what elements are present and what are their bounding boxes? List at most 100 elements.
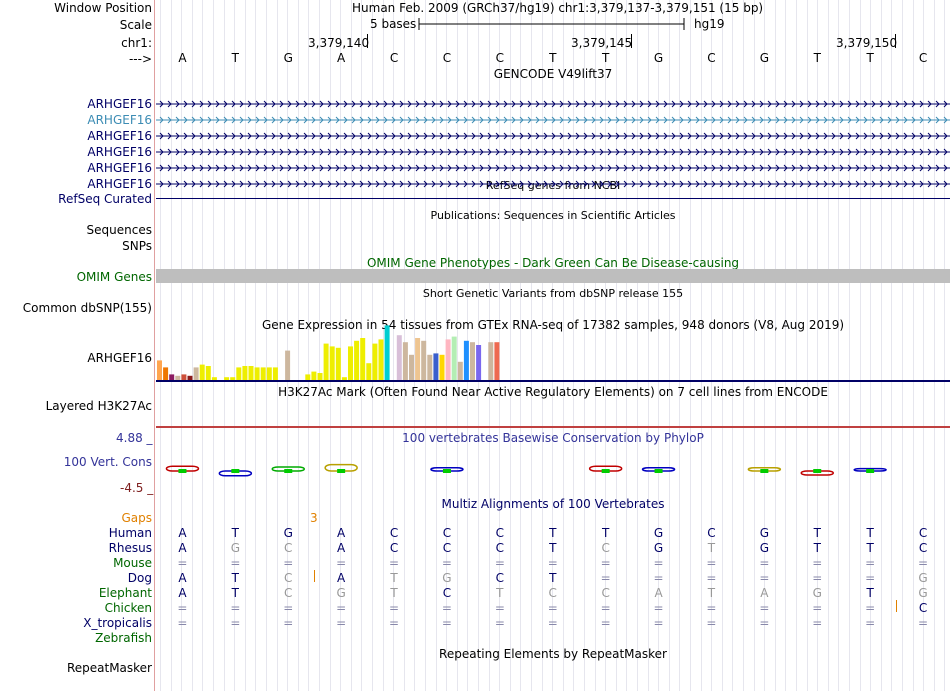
phylop-label[interactable]: 100 Vert. Cons (63, 455, 152, 469)
gencode-transcript-line[interactable] (156, 145, 950, 159)
alignment-base: = (706, 556, 717, 570)
phylop-logo-track[interactable] (156, 446, 950, 496)
strand-arrow-icon (623, 148, 628, 156)
strand-arrow-icon (199, 132, 204, 140)
strand-arrow-icon (295, 164, 300, 172)
species-label[interactable]: Zebrafish (95, 631, 152, 645)
strand-arrow-icon (223, 148, 228, 156)
alignment-base: A (178, 571, 187, 585)
alignment-base: C (442, 526, 452, 540)
strand-arrow-icon (935, 132, 940, 140)
grid-line (542, 0, 543, 691)
species-label[interactable]: Chicken (104, 601, 152, 615)
gencode-transcript-label[interactable]: ARHGEF16 (87, 145, 152, 159)
omim-title[interactable]: OMIM Gene Phenotypes - Dark Green Can Be… (366, 256, 740, 270)
repeatmasker-title[interactable]: Repeating Elements by RepeatMasker (439, 647, 667, 661)
strand-arrow-icon (183, 148, 188, 156)
strand-arrow-icon (615, 132, 620, 140)
strand-arrow-icon (247, 100, 252, 108)
alignment-base: = (441, 616, 452, 630)
alignment-base: C (284, 586, 293, 600)
species-label[interactable]: Human (108, 526, 152, 540)
gencode-transcript-line[interactable] (156, 129, 950, 143)
gtex-bar-chart[interactable] (156, 325, 950, 382)
species-label[interactable]: X_tropicalis (83, 616, 152, 630)
h3k27ac-title[interactable]: H3K27Ac Mark (Often Found Near Active Re… (278, 385, 828, 399)
omim-bar[interactable] (156, 269, 950, 283)
strand-arrow-icon (751, 164, 756, 172)
gencode-transcript-label[interactable]: ARHGEF16 (87, 161, 152, 175)
alignment-base: T (390, 571, 398, 585)
strand-arrow-icon (415, 132, 420, 140)
gencode-transcript-line[interactable] (156, 113, 950, 127)
gencode-transcript-label[interactable]: ARHGEF16 (87, 129, 152, 143)
strand-arrow-icon (223, 180, 228, 188)
species-label[interactable]: Mouse (113, 556, 152, 570)
strand-arrow-icon (535, 116, 540, 124)
strand-arrow-icon (743, 132, 748, 140)
refseq-label[interactable]: RefSeq Curated (58, 192, 152, 206)
gencode-transcript-line[interactable] (156, 161, 950, 175)
strand-arrow-icon (391, 116, 396, 124)
gencode-transcript-line[interactable] (156, 177, 950, 191)
omim-label[interactable]: OMIM Genes (76, 270, 152, 284)
strand-arrow-icon (551, 180, 556, 188)
alignment-base: C (548, 586, 557, 600)
strand-arrow-icon (759, 132, 764, 140)
strand-arrow-icon (439, 148, 444, 156)
gencode-transcript-label[interactable]: ARHGEF16 (87, 97, 152, 111)
strand-arrow-icon (639, 132, 644, 140)
grid-line (393, 0, 394, 691)
alignment-base: = (865, 571, 876, 585)
gtex-tissue-bar (335, 347, 341, 380)
gencode-title[interactable]: GENCODE V49lift37 (493, 67, 613, 81)
strand-arrow-icon (215, 164, 220, 172)
strand-arrow-icon (879, 180, 884, 188)
strand-arrow-icon (319, 180, 324, 188)
gencode-transcript-line[interactable] (156, 97, 950, 111)
alignment-base: = (230, 616, 241, 630)
gtex-title[interactable]: Gene Expression in 54 tissues from GTEx … (261, 318, 845, 332)
gencode-transcript-label[interactable]: ARHGEF16 (87, 113, 152, 127)
strand-arrow-icon (199, 100, 204, 108)
publications-title[interactable]: Publications: Sequences in Scientific Ar… (430, 209, 676, 222)
phylop-title[interactable]: 100 vertebrates Basewise Conservation by… (402, 431, 704, 445)
alignment-base: G (759, 541, 769, 555)
gtex-tissue-bar (329, 346, 335, 380)
strand-arrow-icon (487, 148, 492, 156)
strand-arrow-icon (623, 180, 628, 188)
snps-label[interactable]: SNPs (122, 239, 152, 253)
dbsnp-label[interactable]: Common dbSNP(155) (22, 301, 152, 315)
species-label[interactable]: Elephant (98, 586, 152, 600)
strand-arrow-icon (399, 164, 404, 172)
h3k27ac-label[interactable]: Layered H3K27Ac (45, 399, 152, 413)
strand-label: ---> (128, 52, 152, 66)
strand-arrow-icon (887, 116, 892, 124)
strand-arrow-icon (575, 148, 580, 156)
strand-arrow-icon (527, 180, 532, 188)
gtex-tissue-bar (421, 340, 427, 380)
multiz-title[interactable]: Multiz Alignments of 100 Vertebrates (441, 497, 665, 511)
gencode-transcript-label[interactable]: ARHGEF16 (87, 177, 152, 191)
strand-arrow-icon (887, 148, 892, 156)
strand-arrow-icon (287, 148, 292, 156)
strand-arrow-icon (655, 116, 660, 124)
gaps-label[interactable]: Gaps (121, 511, 152, 525)
species-label[interactable]: Dog (127, 571, 152, 585)
repeatmasker-label[interactable]: RepeatMasker (66, 661, 152, 675)
species-label[interactable]: Rhesus (108, 541, 152, 555)
grid-line (298, 0, 299, 691)
strand-arrow-icon (839, 180, 844, 188)
strand-arrow-icon (583, 180, 588, 188)
publications-label[interactable]: Sequences (86, 223, 152, 237)
gtex-tissue-bar (341, 377, 347, 380)
strand-arrow-icon (463, 148, 468, 156)
grid-line (330, 0, 331, 691)
alignment-base: A (337, 541, 346, 555)
strand-arrow-icon (399, 100, 404, 108)
gtex-label[interactable]: ARHGEF16 (87, 351, 152, 365)
strand-arrow-icon (159, 116, 164, 124)
dbsnp-title[interactable]: Short Genetic Variants from dbSNP releas… (422, 287, 684, 300)
strand-arrow-icon (383, 180, 388, 188)
